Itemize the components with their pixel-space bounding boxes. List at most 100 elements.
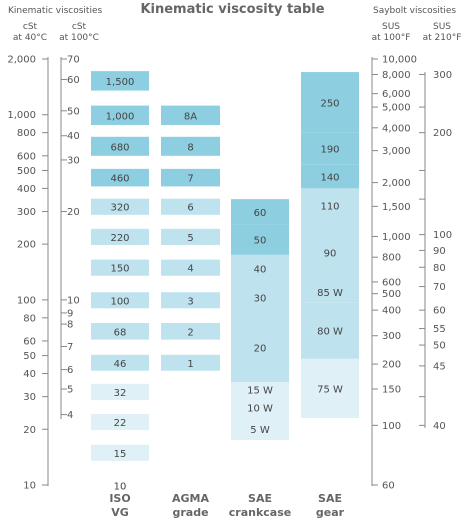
viscosity-block bbox=[231, 254, 289, 282]
block-label: 2 bbox=[187, 327, 193, 338]
viscosity-block bbox=[161, 354, 220, 371]
viscosity-block bbox=[91, 354, 149, 371]
viscosity-block bbox=[231, 418, 289, 441]
viscosity-block bbox=[231, 281, 289, 313]
block-label: 60 bbox=[254, 208, 267, 219]
block-label: 50 bbox=[254, 236, 267, 247]
block-label: 20 bbox=[254, 343, 267, 354]
viscosity-block bbox=[231, 224, 289, 255]
cst100-tick-label: 4 bbox=[67, 410, 73, 421]
sus210-tick-label: 90 bbox=[433, 246, 446, 257]
column-label: AGMA bbox=[172, 492, 209, 505]
block-label: 75 W bbox=[317, 384, 343, 395]
sus100-tick-label: 10,000 bbox=[382, 55, 417, 66]
cst40-tick-label: 40 bbox=[23, 369, 36, 380]
block-label: 68 bbox=[114, 327, 127, 338]
block-label: 90 bbox=[324, 248, 337, 259]
sus210-tick-label: 40 bbox=[433, 421, 446, 432]
cst40-tick-label: 200 bbox=[17, 240, 36, 251]
column-label: grade bbox=[172, 506, 208, 519]
sus100-unit: SUS bbox=[381, 22, 400, 32]
viscosity-block bbox=[161, 292, 220, 309]
viscosity-block bbox=[231, 199, 289, 225]
sus100-tick-label: 5,000 bbox=[382, 103, 411, 114]
viscosity-block bbox=[161, 322, 220, 340]
viscosity-block bbox=[91, 413, 149, 431]
sus100-tick-label: 1,500 bbox=[382, 202, 411, 213]
column-label: VG bbox=[111, 506, 129, 519]
block-label: 22 bbox=[114, 418, 127, 429]
viscosity-block bbox=[301, 281, 359, 303]
viscosity-block bbox=[91, 383, 149, 400]
block-label: 680 bbox=[110, 142, 129, 153]
sus100-tick-label: 3,000 bbox=[382, 146, 411, 157]
block-label: 220 bbox=[110, 233, 129, 244]
cst40-condition: at 40°C bbox=[12, 33, 48, 43]
sus210-tick-label: 100 bbox=[433, 230, 452, 241]
cst40-tick-label: 500 bbox=[17, 166, 36, 177]
sus210-tick-label: 300 bbox=[433, 70, 452, 81]
block-label: 100 bbox=[110, 296, 129, 307]
viscosity-block bbox=[231, 382, 289, 397]
sus210-tick-label: 50 bbox=[433, 341, 446, 352]
sus100-tick-label: 200 bbox=[382, 360, 401, 371]
viscosity-block bbox=[161, 259, 220, 276]
sus100-tick-label: 1,000 bbox=[382, 232, 411, 243]
viscosity-block bbox=[301, 188, 359, 224]
block-label: 32 bbox=[114, 388, 127, 399]
cst100-tick-label: 10 bbox=[67, 295, 80, 306]
viscosity-block bbox=[301, 358, 359, 419]
cst40-tick-label: 10 bbox=[23, 481, 36, 492]
block-label: 460 bbox=[110, 174, 129, 185]
block-label: 1,500 bbox=[106, 77, 135, 88]
viscosity-block bbox=[161, 168, 220, 187]
cst100-tick-label: 5 bbox=[67, 385, 73, 396]
chart-title: Kinematic viscosity table bbox=[140, 2, 325, 17]
cst40-unit: cSt bbox=[22, 22, 38, 32]
sus210-tick-label: 55 bbox=[433, 324, 446, 335]
cst40-tick-label: 50 bbox=[23, 351, 36, 362]
cst40-tick-label: 1,000 bbox=[7, 110, 36, 121]
cst100-tick-label: 20 bbox=[67, 207, 80, 218]
block-label: 150 bbox=[110, 264, 129, 275]
viscosity-block bbox=[301, 302, 359, 359]
sus100-tick-label: 2,000 bbox=[382, 178, 411, 189]
block-label: 15 W bbox=[247, 385, 273, 396]
cst40-tick-label: 30 bbox=[23, 392, 36, 403]
cst100-unit: cSt bbox=[71, 22, 87, 32]
viscosity-block bbox=[301, 132, 359, 165]
block-label: 320 bbox=[110, 203, 129, 214]
column-label: SAE bbox=[318, 492, 342, 505]
cst40-tick-label: 60 bbox=[23, 336, 36, 347]
cst100-condition: at 100°C bbox=[59, 33, 99, 43]
viscosity-block bbox=[161, 228, 220, 245]
block-label: 140 bbox=[320, 172, 339, 183]
sus210-tick-label: 80 bbox=[433, 263, 446, 274]
cst40-tick-label: 600 bbox=[17, 151, 36, 162]
sus100-tick-label: 400 bbox=[382, 306, 401, 317]
sus100-tick-label: 4,000 bbox=[382, 123, 411, 134]
viscosity-block bbox=[231, 312, 289, 383]
cst100-tick-label: 40 bbox=[67, 131, 80, 142]
cst100-tick-label: 50 bbox=[67, 106, 80, 117]
cst100-tick-label: 7 bbox=[67, 342, 73, 353]
sus100-tick-label: 150 bbox=[382, 385, 401, 396]
viscosity-block bbox=[91, 228, 149, 245]
column-label: SAE bbox=[248, 492, 272, 505]
cst100-tick-label: 9 bbox=[67, 308, 73, 319]
column-label: ISO bbox=[109, 492, 130, 505]
block-label: 1,000 bbox=[106, 111, 135, 122]
block-label: 10 bbox=[114, 481, 127, 492]
viscosity-block bbox=[161, 136, 220, 156]
viscosity-block bbox=[231, 396, 289, 419]
viscosity-block bbox=[91, 292, 149, 309]
block-label: 7 bbox=[187, 174, 193, 185]
cst40-tick-label: 2,000 bbox=[7, 55, 36, 66]
sus210-tick-label: 45 bbox=[433, 361, 446, 372]
block-label: 5 W bbox=[250, 425, 270, 436]
sus100-tick-label: 300 bbox=[382, 331, 401, 342]
block-label: 30 bbox=[254, 293, 267, 304]
viscosity-block bbox=[91, 259, 149, 276]
viscosity-block bbox=[161, 105, 220, 126]
block-label: 6 bbox=[187, 203, 193, 214]
